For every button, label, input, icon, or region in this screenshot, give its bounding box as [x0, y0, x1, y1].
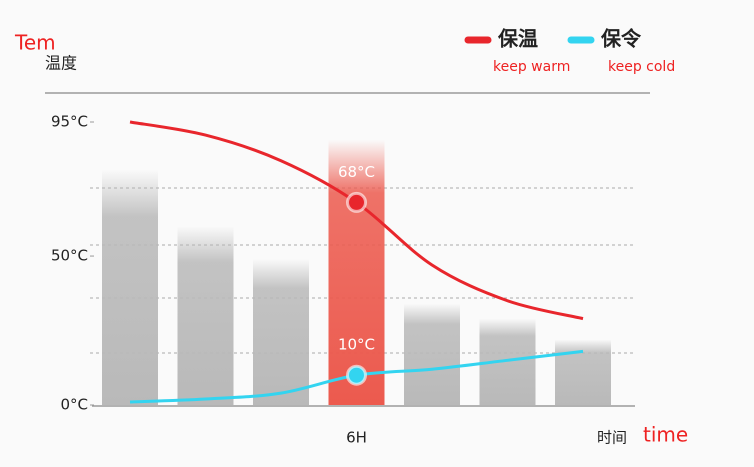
y-tick-label: 50°C	[51, 247, 88, 265]
point	[346, 364, 367, 386]
annotation: keep cold	[608, 59, 675, 75]
data-label: 68°C	[338, 163, 375, 181]
legend-label: 保温	[497, 27, 538, 51]
y-axis-title: 温度	[45, 54, 77, 73]
x-axis-title: 时间	[597, 429, 627, 447]
annotation: Tem	[14, 31, 56, 55]
y-tick-label: 0°C	[60, 396, 88, 414]
y-tick-label: 95°C	[51, 113, 88, 131]
bar	[328, 139, 385, 405]
bar	[555, 339, 611, 405]
bar	[177, 226, 234, 405]
bar	[102, 169, 158, 405]
x-tick-label: 6H	[346, 429, 367, 447]
annotation: time	[643, 423, 688, 447]
bar	[253, 259, 309, 405]
bar	[404, 303, 460, 405]
point	[346, 191, 367, 213]
legend-label: 保令	[600, 27, 642, 51]
data-label: 10°C	[338, 336, 375, 354]
annotation: keep warm	[493, 59, 570, 75]
